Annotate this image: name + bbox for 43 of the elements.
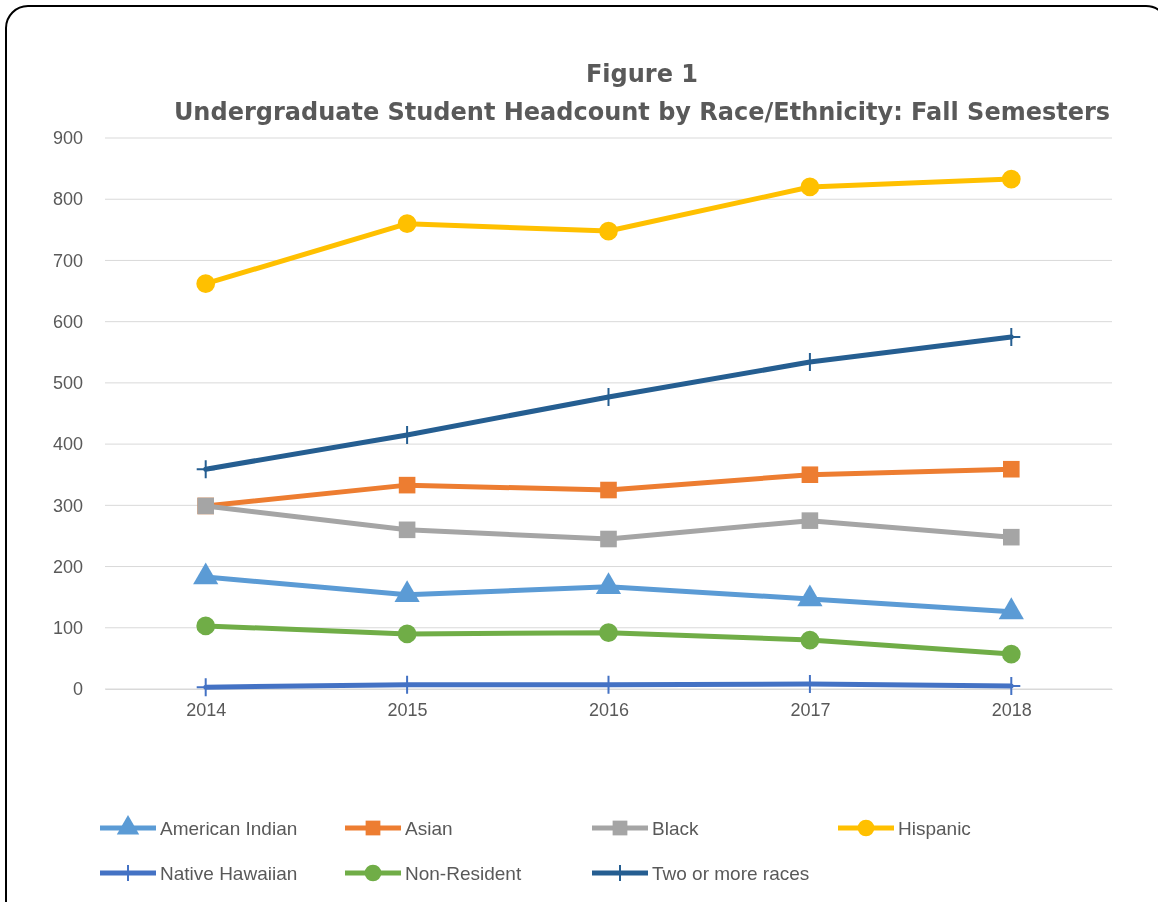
y-tick-label: 400 bbox=[52, 434, 83, 455]
y-tick-label: 900 bbox=[52, 128, 83, 149]
point bbox=[1003, 460, 1020, 478]
y-tick-label: 700 bbox=[52, 250, 83, 271]
legend-label: Black bbox=[652, 817, 699, 839]
y-tick-label: 600 bbox=[52, 311, 83, 332]
legend-label: Native Hawaiian bbox=[160, 862, 298, 884]
chart-title: Figure 1 bbox=[585, 60, 699, 88]
x-tick-label: 2016 bbox=[588, 699, 630, 720]
point bbox=[1003, 528, 1020, 546]
point bbox=[397, 214, 417, 234]
point bbox=[397, 624, 417, 644]
chart-subtitle: Undergraduate Student Headcount by Race/Ethnicity: Fall Semesters bbox=[173, 98, 1111, 126]
legend-label: Two or more races bbox=[652, 862, 810, 884]
y-tick-label: 100 bbox=[52, 618, 83, 639]
y-tick-label: 0 bbox=[72, 679, 83, 700]
legend-label: Non-Resident bbox=[405, 862, 522, 884]
point bbox=[1001, 169, 1021, 189]
legend-label: Hispanic bbox=[898, 817, 971, 839]
y-tick-label: 300 bbox=[52, 495, 83, 516]
point bbox=[398, 476, 416, 494]
point bbox=[800, 177, 820, 197]
point bbox=[1001, 644, 1021, 664]
x-tick-label: 2018 bbox=[991, 699, 1032, 720]
point bbox=[398, 521, 416, 539]
point bbox=[600, 481, 617, 499]
x-tick-label: 2015 bbox=[387, 699, 428, 720]
y-tick-label: 200 bbox=[52, 556, 83, 577]
point bbox=[196, 616, 216, 636]
point bbox=[600, 530, 617, 548]
legend-label: Asian bbox=[405, 817, 453, 839]
y-tick-label: 800 bbox=[52, 189, 83, 210]
point bbox=[801, 512, 819, 529]
point bbox=[599, 623, 618, 643]
point bbox=[196, 274, 216, 294]
point bbox=[800, 630, 820, 650]
y-tick-label: 500 bbox=[52, 373, 83, 394]
legend-label: American Indian bbox=[160, 817, 298, 839]
point bbox=[195, 459, 216, 480]
point bbox=[599, 221, 618, 241]
point bbox=[801, 466, 819, 484]
x-tick-label: 2014 bbox=[186, 699, 227, 720]
x-tick-label: 2017 bbox=[790, 699, 831, 720]
